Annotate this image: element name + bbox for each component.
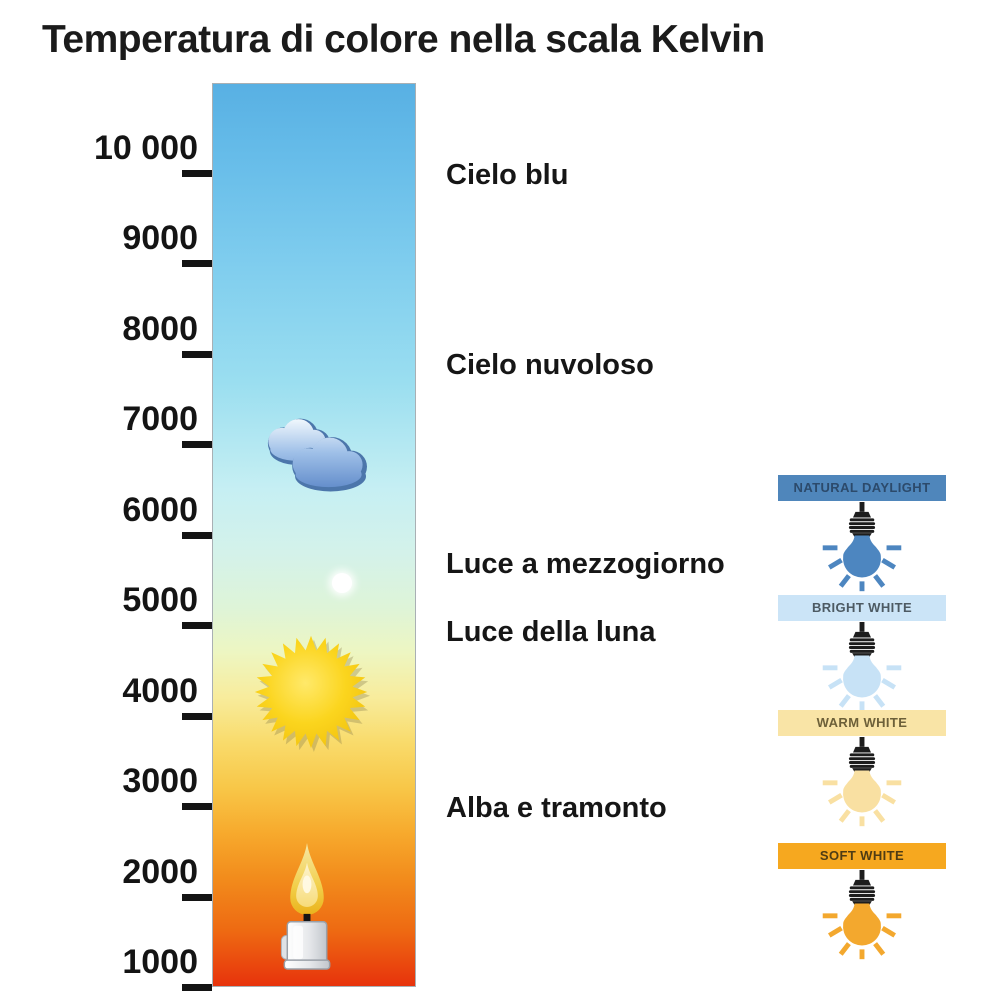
kelvin-tick-mark xyxy=(182,170,212,177)
kelvin-tick-label: 6000 xyxy=(122,490,198,529)
page-title: Temperatura di colore nella scala Kelvin xyxy=(42,18,765,61)
scale-annotation: Luce della luna xyxy=(446,615,656,648)
kelvin-tick-mark xyxy=(182,893,212,901)
kelvin-tick-mark xyxy=(182,350,212,358)
kelvin-tick-label: 10 000 xyxy=(94,129,198,167)
kelvin-tick-mark xyxy=(182,712,212,720)
bulb-group-bright-white: BRIGHT WHITE xyxy=(776,595,948,712)
kelvin-tick-label: 2000 xyxy=(122,852,198,891)
candle-base xyxy=(283,959,331,970)
candle-icon xyxy=(280,842,331,970)
bulb-legend: NATURAL DAYLIGHT BRIGHT WHITE WARM WHITE… xyxy=(776,470,948,990)
bulb-group-warm-white: WARM WHITE xyxy=(776,710,948,827)
kelvin-scale-axis: 10 000 9000 8000 7000 6000 5000 4000 3000 2000 10… xyxy=(0,0,220,1000)
scale-annotation: Luce a mezzogiorno xyxy=(446,548,725,581)
temperature-gradient-bar xyxy=(212,83,416,987)
scale-annotation: Cielo nuvoloso xyxy=(446,349,654,382)
kelvin-tick-mark xyxy=(182,260,212,268)
kelvin-tick-label: 3000 xyxy=(122,762,198,801)
lightbulb-icon xyxy=(822,870,902,960)
kelvin-tick-label: 4000 xyxy=(122,671,198,710)
bulb-banner: WARM WHITE xyxy=(778,710,946,736)
flame-core xyxy=(302,875,312,894)
kelvin-tick-mark xyxy=(182,622,212,630)
bulb-banner: SOFT WHITE xyxy=(778,843,946,869)
clouds-icon xyxy=(267,419,367,492)
kelvin-tick-mark xyxy=(182,531,212,539)
kelvin-tick-label: 7000 xyxy=(122,400,198,439)
kelvin-tick-mark xyxy=(182,983,212,991)
lightbulb-icon xyxy=(822,737,902,827)
wick xyxy=(303,913,311,923)
kelvin-tick-label: 8000 xyxy=(122,309,198,348)
bulb-group-soft-white: SOFT WHITE xyxy=(776,843,948,960)
bulb-group-natural-daylight: NATURAL DAYLIGHT xyxy=(776,475,948,592)
sun-icon xyxy=(254,635,371,752)
kelvin-tick-mark xyxy=(182,803,212,811)
kelvin-tick-mark xyxy=(182,441,212,449)
kelvin-tick-label: 5000 xyxy=(122,581,198,620)
scale-annotation: Alba e tramonto xyxy=(446,792,667,825)
lightbulb-icon xyxy=(822,622,902,712)
bulb-banner: BRIGHT WHITE xyxy=(778,595,946,621)
lightbulb-icon xyxy=(822,502,902,592)
bulb-banner: NATURAL DAYLIGHT xyxy=(778,475,946,501)
moon-icon xyxy=(332,573,352,594)
kelvin-tick-label: 9000 xyxy=(122,219,198,258)
scale-annotation: Cielo blu xyxy=(446,159,569,192)
kelvin-tick-label: 1000 xyxy=(122,942,198,981)
